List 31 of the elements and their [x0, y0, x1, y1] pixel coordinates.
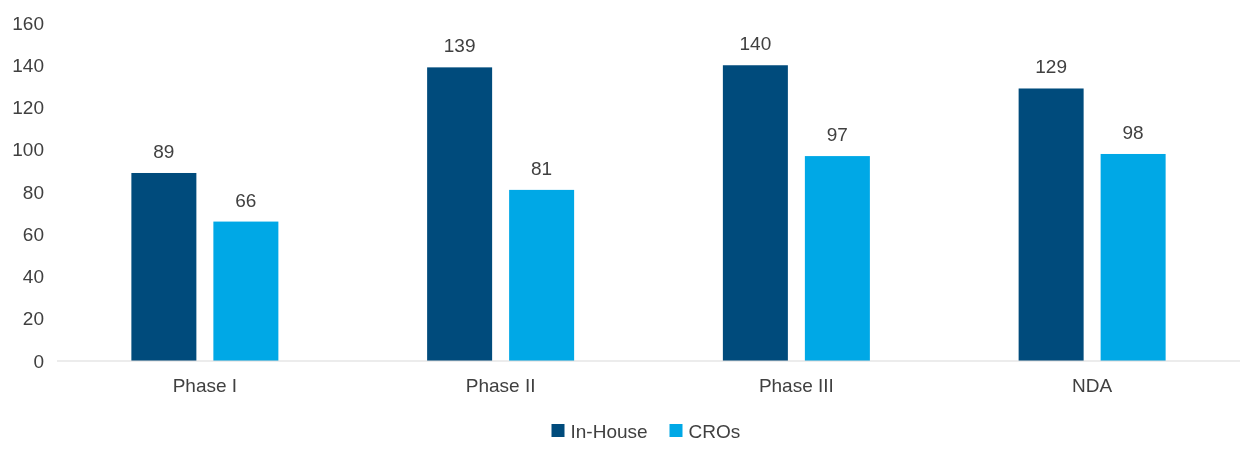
data-label: 98	[1122, 121, 1144, 143]
bar	[213, 221, 279, 361]
bar	[804, 156, 870, 361]
data-label: 129	[1035, 56, 1067, 78]
x-tick-label: Phase III	[758, 375, 834, 396]
y-tick-label: 0	[33, 350, 44, 372]
bar	[131, 172, 197, 361]
data-label: 97	[826, 124, 848, 146]
y-tick-label: 20	[22, 308, 44, 330]
data-label: 66	[235, 189, 257, 211]
data-label: 140	[739, 33, 772, 55]
bar	[1018, 88, 1084, 361]
bar	[427, 67, 493, 361]
data-label: 81	[531, 157, 553, 179]
data-label: 139	[443, 35, 476, 57]
y-tick-label: 80	[22, 181, 44, 203]
bar	[722, 65, 788, 361]
bar	[509, 189, 575, 361]
y-tick-label: 40	[22, 266, 44, 288]
bar	[1100, 153, 1166, 361]
y-tick-label: 120	[12, 97, 44, 119]
x-tick-label: Phase I	[172, 375, 238, 396]
y-tick-label: 160	[12, 12, 44, 34]
legend-label: In-House	[570, 420, 648, 442]
x-tick-label: NDA	[1072, 375, 1113, 396]
y-tick-label: 140	[12, 54, 44, 76]
x-tick-label: Phase II	[465, 375, 536, 396]
data-label: 89	[153, 140, 175, 162]
legend-label: CROs	[688, 420, 741, 442]
y-tick-label: 100	[12, 139, 44, 161]
y-tick-label: 60	[22, 223, 44, 245]
